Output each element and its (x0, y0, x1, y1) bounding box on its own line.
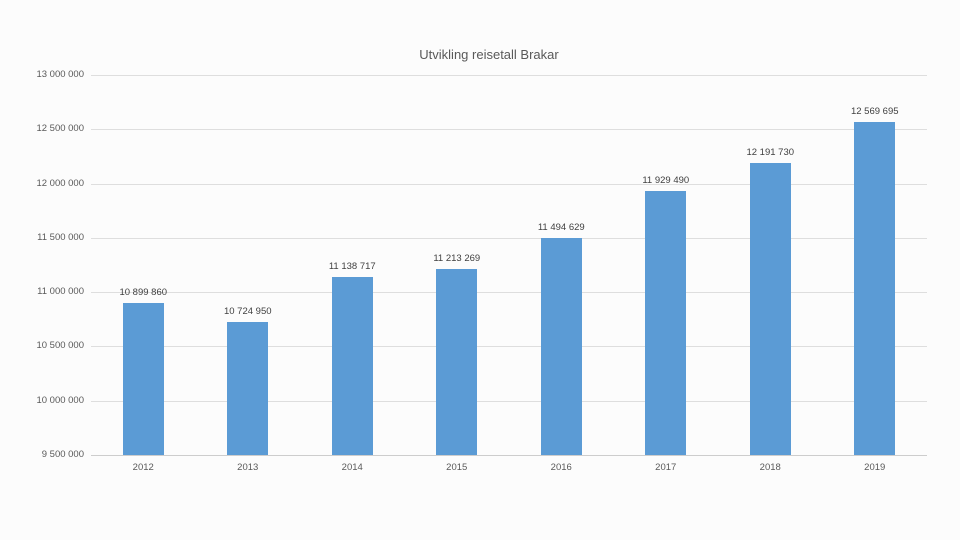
gridline (91, 75, 927, 76)
bar-2015 (436, 269, 478, 455)
y-tick-label: 12 500 000 (36, 123, 84, 135)
y-tick-label: 9 500 000 (41, 449, 84, 460)
x-axis-line (91, 455, 927, 456)
plot-area: 10 899 860 10 724 950 11 138 717 11 213 269… (91, 75, 927, 456)
data-label-2016: 11 494 629 (537, 222, 585, 234)
gridline (91, 129, 927, 131)
data-label-2013: 10 724 950 (223, 306, 272, 318)
gridline (91, 346, 927, 348)
y-tick-label: 10 000 000 (36, 394, 84, 406)
chart-title: Utvikling reisetall Brakar (419, 47, 559, 62)
bar-2018 (749, 162, 791, 455)
x-tick-label-2014: 2014 (341, 462, 363, 473)
bar-2012 (122, 303, 164, 455)
data-label-2012: 10 899 860 (119, 287, 168, 299)
y-tick-label: 11 000 000 (37, 286, 84, 298)
data-label-2015: 11 213 269 (433, 253, 481, 264)
data-label-2018: 12 191 730 (746, 146, 795, 158)
x-tick-label-2017: 2017 (655, 462, 677, 473)
bar-2019 (854, 121, 896, 455)
x-tick-label-2012: 2012 (132, 462, 154, 473)
x-tick-label-2019: 2019 (864, 462, 886, 473)
data-label-2019: 12 569 695 (850, 105, 899, 117)
y-tick-label: 11 500 000 (37, 231, 84, 243)
x-tick-label-2015: 2015 (446, 462, 468, 473)
y-tick-label: 12 000 000 (36, 177, 84, 189)
bar-2017 (645, 191, 687, 455)
bar-2013 (227, 322, 269, 455)
data-label-2014: 11 138 717 (328, 261, 376, 273)
gridline (91, 400, 927, 402)
gridline (91, 292, 927, 294)
x-tick-label-2013: 2013 (237, 462, 259, 473)
gridline (91, 237, 927, 239)
bar-2014 (331, 277, 373, 455)
y-tick-label: 13 000 000 (36, 69, 84, 80)
data-label-2017: 11 929 490 (642, 175, 690, 187)
gridline (91, 183, 927, 185)
y-tick-label: 10 500 000 (36, 340, 84, 352)
bar-2016 (540, 238, 582, 455)
x-tick-label-2018: 2018 (759, 462, 781, 473)
x-tick-label-2016: 2016 (550, 462, 572, 473)
